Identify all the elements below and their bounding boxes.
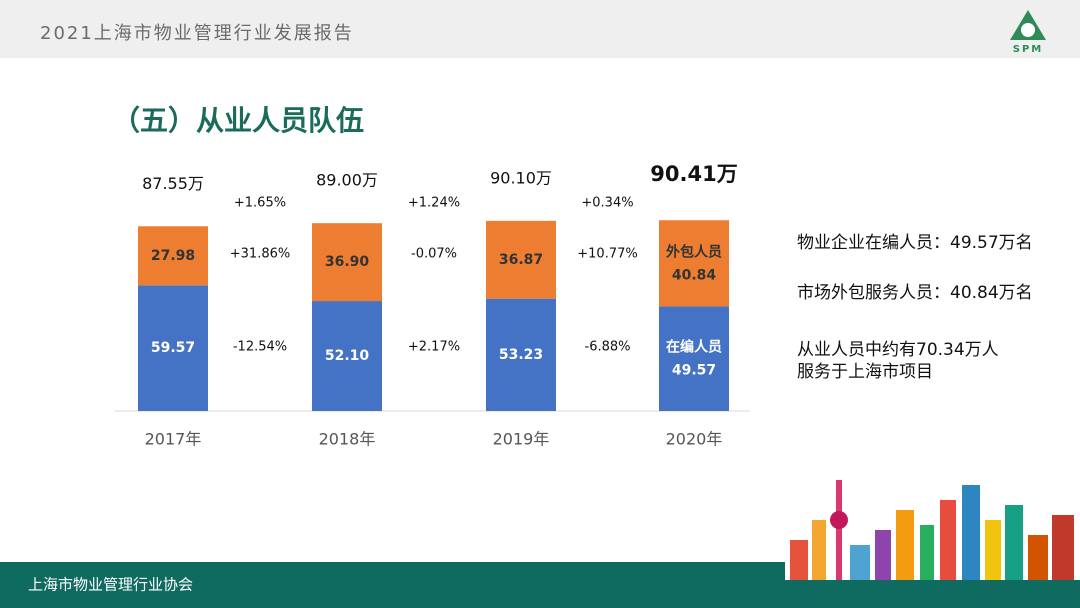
- logo: SPM: [1010, 10, 1046, 55]
- footer-text: 上海市物业管理行业协会: [28, 576, 193, 594]
- series-change: +2.17%: [408, 340, 460, 355]
- footer-band: [0, 562, 785, 608]
- header-title: 2021上海市物业管理行业发展报告: [40, 23, 354, 44]
- value-label: 53.23: [499, 347, 543, 363]
- total-change: +1.65%: [234, 196, 286, 211]
- note: 从业人员中约有70.34万人: [797, 340, 999, 360]
- header-band: [0, 0, 1080, 58]
- value-label: 27.98: [151, 248, 195, 264]
- chart: 59.57 27.98 87.55万 2017年 52.10 36.90 89.00万 201…: [138, 162, 738, 449]
- note: 市场外包服务人员：40.84万名: [797, 283, 1033, 303]
- total-label: 87.55万: [142, 174, 204, 193]
- x-tick-label: 2020年: [666, 430, 723, 449]
- note: 物业企业在编人员：49.57万名: [797, 233, 1033, 253]
- series-label: 外包人员: [666, 243, 722, 260]
- series-change: +31.86%: [230, 247, 290, 262]
- bar-segment: [138, 226, 208, 286]
- total-label: 90.41万: [650, 162, 737, 186]
- bar-segment: [486, 220, 556, 299]
- value-label: 52.10: [325, 348, 370, 364]
- bar-segment: [138, 285, 208, 411]
- value-label: 59.57: [151, 340, 195, 356]
- value-label: 36.90: [325, 254, 370, 270]
- bar-segment: [659, 306, 729, 411]
- x-tick-label: 2019年: [493, 430, 550, 449]
- skyline: [790, 480, 1074, 580]
- series-change: +10.77%: [577, 247, 637, 262]
- total-label: 90.10万: [490, 168, 552, 187]
- bar-segment: [312, 301, 382, 411]
- series-change: -0.07%: [411, 247, 457, 262]
- total-change: +1.24%: [408, 196, 460, 211]
- logo-text: SPM: [1013, 44, 1043, 55]
- total-change: +0.34%: [581, 196, 633, 211]
- series-change: -6.88%: [585, 340, 631, 355]
- section-title: （五）从业人员队伍: [112, 104, 364, 137]
- x-tick-label: 2018年: [319, 430, 376, 449]
- value-label: 49.57: [672, 363, 716, 379]
- bar-segment: [486, 298, 556, 411]
- footer-band: [785, 580, 1080, 608]
- value-label: 40.84: [672, 267, 717, 283]
- x-tick-label: 2017年: [145, 430, 202, 449]
- note: 服务于上海市项目: [797, 362, 933, 382]
- bar-segment: [659, 220, 729, 307]
- value-label: 36.87: [499, 252, 543, 268]
- bar-segment: [312, 223, 382, 302]
- total-label: 89.00万: [316, 171, 378, 190]
- series-change: -12.54%: [233, 340, 287, 355]
- series-label: 在编人员: [666, 339, 722, 356]
